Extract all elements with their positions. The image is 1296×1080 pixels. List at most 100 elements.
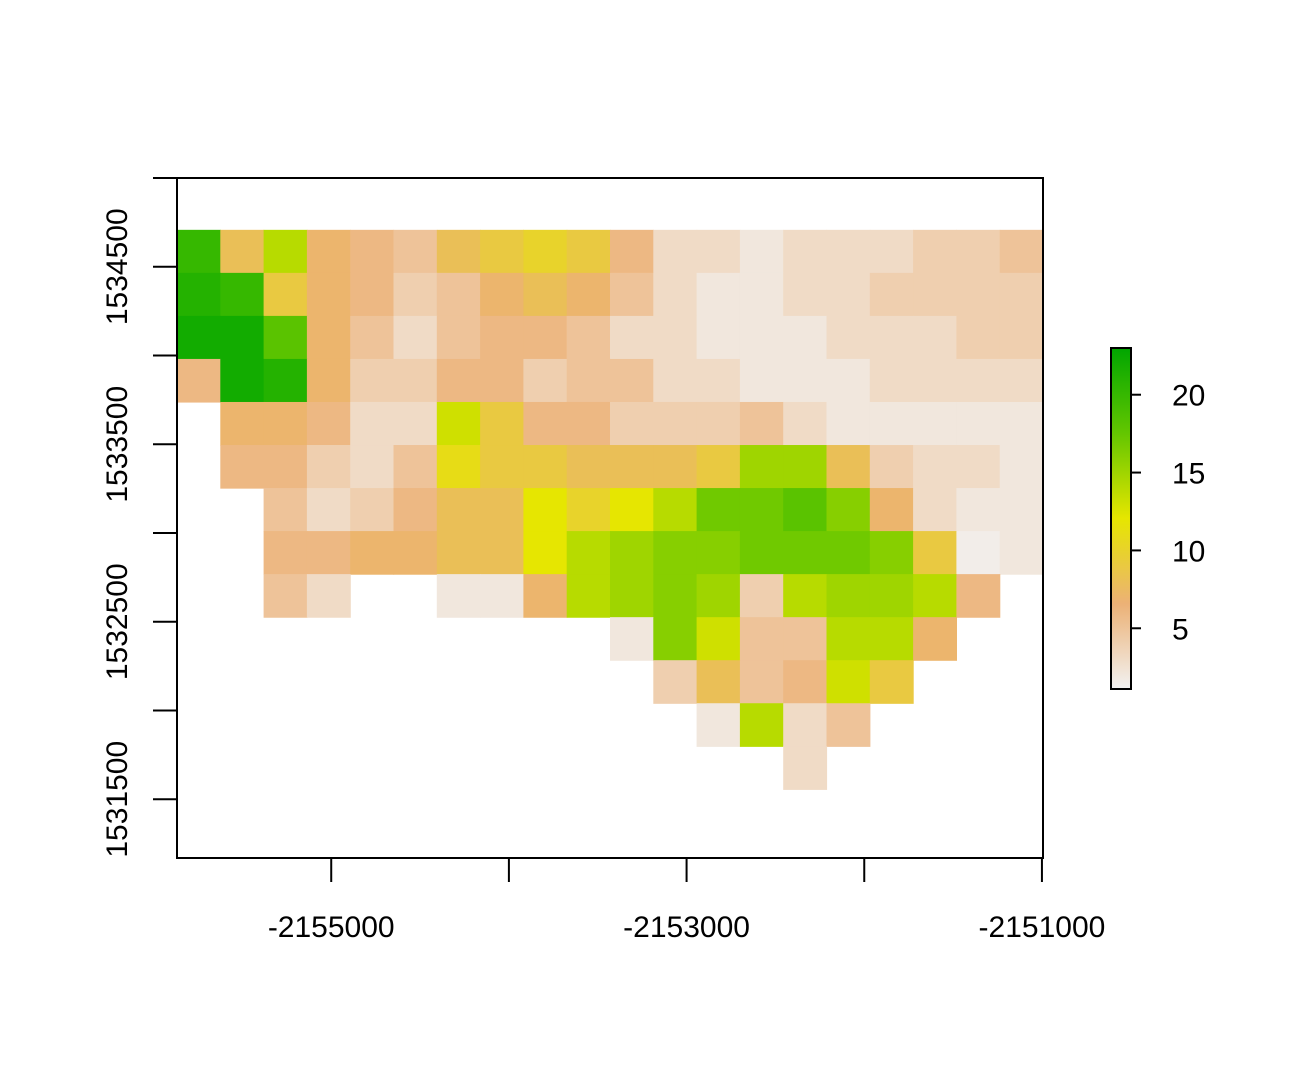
raster-cell — [263, 401, 308, 446]
raster-cell — [739, 488, 784, 532]
raster-cell — [523, 574, 568, 618]
raster-cell — [783, 401, 828, 446]
raster-cell — [739, 574, 784, 618]
raster-cell — [480, 574, 524, 618]
raster-cell — [566, 358, 611, 403]
color-bar — [1110, 347, 1132, 690]
raster-cell — [869, 660, 914, 704]
raster-cell — [480, 229, 524, 274]
raster-cell — [826, 617, 871, 661]
raster-cell — [783, 445, 828, 489]
raster-cell — [566, 272, 611, 317]
raster-cell — [783, 531, 828, 575]
raster-cell — [653, 272, 698, 317]
raster-cell — [869, 617, 914, 661]
raster-cell — [999, 401, 1044, 446]
raster-cell — [306, 445, 351, 489]
raster-cell — [739, 358, 784, 403]
raster-cell — [436, 272, 481, 317]
raster-cell — [826, 531, 871, 575]
raster-cell — [653, 531, 698, 575]
legend-tick-label: 10 — [1172, 535, 1205, 568]
raster-cell — [263, 272, 308, 317]
raster-cell — [523, 445, 568, 489]
legend-tick-label: 15 — [1172, 458, 1205, 491]
raster-cell — [869, 445, 914, 489]
raster-cell — [826, 703, 871, 747]
raster-cell — [869, 315, 914, 360]
raster-cell — [610, 315, 654, 360]
raster-cell — [869, 531, 914, 575]
raster-cell — [393, 488, 438, 532]
raster-cell — [263, 358, 308, 403]
raster-cell — [480, 401, 524, 446]
raster-cell — [220, 272, 265, 317]
raster-cell — [306, 574, 351, 618]
raster-cell — [220, 229, 265, 274]
raster-cell — [696, 229, 741, 274]
raster-cell — [653, 401, 698, 446]
raster-cell — [480, 358, 524, 403]
x-tick-label: -2151000 — [979, 911, 1106, 944]
raster-cell — [393, 272, 438, 317]
raster-cell — [436, 229, 481, 274]
raster-cell — [436, 445, 481, 489]
raster-cell — [696, 617, 741, 661]
raster-cell — [436, 315, 481, 360]
raster-cell — [999, 272, 1044, 317]
raster-cell — [350, 488, 395, 532]
raster-cell — [220, 315, 265, 360]
raster-cell — [306, 315, 351, 360]
raster-cell — [869, 272, 914, 317]
raster-cell — [913, 445, 957, 489]
raster-cell — [783, 746, 828, 790]
raster-cell — [653, 445, 698, 489]
raster-cell — [696, 315, 741, 360]
raster-cell — [350, 272, 395, 317]
raster-cell — [696, 488, 741, 532]
raster-cell — [739, 703, 784, 747]
legend-tick-label: 5 — [1172, 613, 1189, 646]
raster-cell — [566, 445, 611, 489]
raster-cell — [610, 445, 654, 489]
raster-cell — [566, 315, 611, 360]
legend-tick-label: 20 — [1172, 380, 1205, 413]
raster-cell — [523, 272, 568, 317]
raster-cell — [653, 229, 698, 274]
raster-cell — [177, 272, 221, 317]
raster-cell — [306, 488, 351, 532]
y-tick-label: 1532500 — [101, 563, 134, 680]
raster-cell — [783, 358, 828, 403]
raster-cell — [739, 445, 784, 489]
y-tick-label: 1531500 — [101, 741, 134, 858]
raster-cell — [610, 531, 654, 575]
raster-cell — [220, 445, 265, 489]
raster-cell — [350, 531, 395, 575]
raster-cell — [610, 229, 654, 274]
raster-cell — [523, 229, 568, 274]
raster-cell — [436, 401, 481, 446]
raster-cell — [739, 617, 784, 661]
raster-cell — [913, 488, 957, 532]
raster-cell — [913, 315, 957, 360]
raster-cell — [436, 531, 481, 575]
raster-cell — [869, 574, 914, 618]
raster-cell — [826, 229, 871, 274]
raster-cell — [263, 531, 308, 575]
raster-cell — [696, 703, 741, 747]
raster-cell — [263, 445, 308, 489]
raster-cell — [956, 358, 1001, 403]
raster-cell — [350, 358, 395, 403]
raster-cell — [393, 315, 438, 360]
raster-cell — [956, 488, 1001, 532]
raster-cell — [913, 401, 957, 446]
raster-cell — [826, 488, 871, 532]
raster-cell — [306, 229, 351, 274]
raster-cell — [480, 531, 524, 575]
raster — [177, 229, 1044, 790]
raster-cell — [263, 229, 308, 274]
raster-cell — [393, 401, 438, 446]
raster-cell — [263, 574, 308, 618]
raster-cell — [739, 229, 784, 274]
